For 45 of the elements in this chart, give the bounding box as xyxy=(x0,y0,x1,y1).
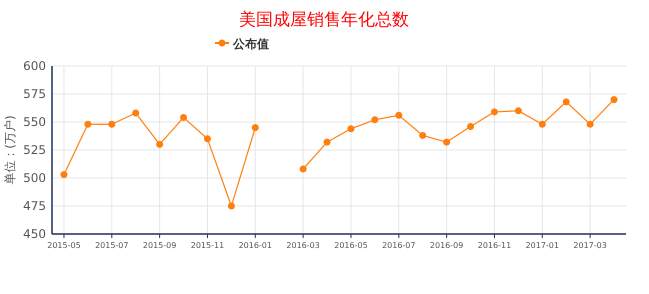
y-tick-label: 500 xyxy=(23,171,46,185)
x-tick-label: 2016-03 xyxy=(286,241,320,250)
point xyxy=(252,124,259,132)
point xyxy=(514,107,522,114)
point xyxy=(108,120,116,128)
point xyxy=(347,125,354,132)
point xyxy=(490,108,498,116)
point xyxy=(228,202,235,210)
x-tick-label: 2016-07 xyxy=(382,241,416,250)
point xyxy=(180,114,188,122)
x-tick-label: 2015-09 xyxy=(142,241,176,250)
x-tick-label: 2016-11 xyxy=(478,241,512,250)
point xyxy=(204,135,211,142)
x-tick-label: 2016-09 xyxy=(430,241,464,250)
point xyxy=(395,112,402,119)
x-tick-label: 2016-05 xyxy=(334,241,368,250)
point xyxy=(586,120,594,128)
point xyxy=(443,138,450,146)
point xyxy=(84,120,92,128)
y-tick-label: 475 xyxy=(23,199,46,213)
point xyxy=(538,120,546,128)
point xyxy=(60,171,68,178)
point xyxy=(610,96,618,104)
chart-title: 美国成屋销售年化总数 xyxy=(239,10,409,30)
y-tick-label: 575 xyxy=(23,87,46,101)
x-tick-label: 2016-01 xyxy=(238,241,272,250)
point xyxy=(419,132,426,139)
x-tick-label: 2015-11 xyxy=(190,241,224,250)
y-axis-title: 单位：(万户) xyxy=(3,115,17,185)
x-tick-label: 2015-05 xyxy=(47,241,81,250)
point xyxy=(132,110,140,117)
x-tick-label: 2017-01 xyxy=(526,241,560,250)
point xyxy=(324,138,331,146)
point xyxy=(467,122,474,130)
point xyxy=(562,98,570,106)
point xyxy=(371,116,378,124)
y-tick-label: 450 xyxy=(23,227,46,241)
y-tick-label: 550 xyxy=(23,115,46,129)
y-tick-label: 525 xyxy=(23,143,46,157)
x-tick-label: 2015-07 xyxy=(95,241,129,250)
point xyxy=(300,166,307,173)
point xyxy=(156,140,164,148)
legend-label: 公布值 xyxy=(232,37,269,51)
y-tick-label: 600 xyxy=(23,59,46,73)
x-tick-label: 2017-03 xyxy=(573,241,607,250)
